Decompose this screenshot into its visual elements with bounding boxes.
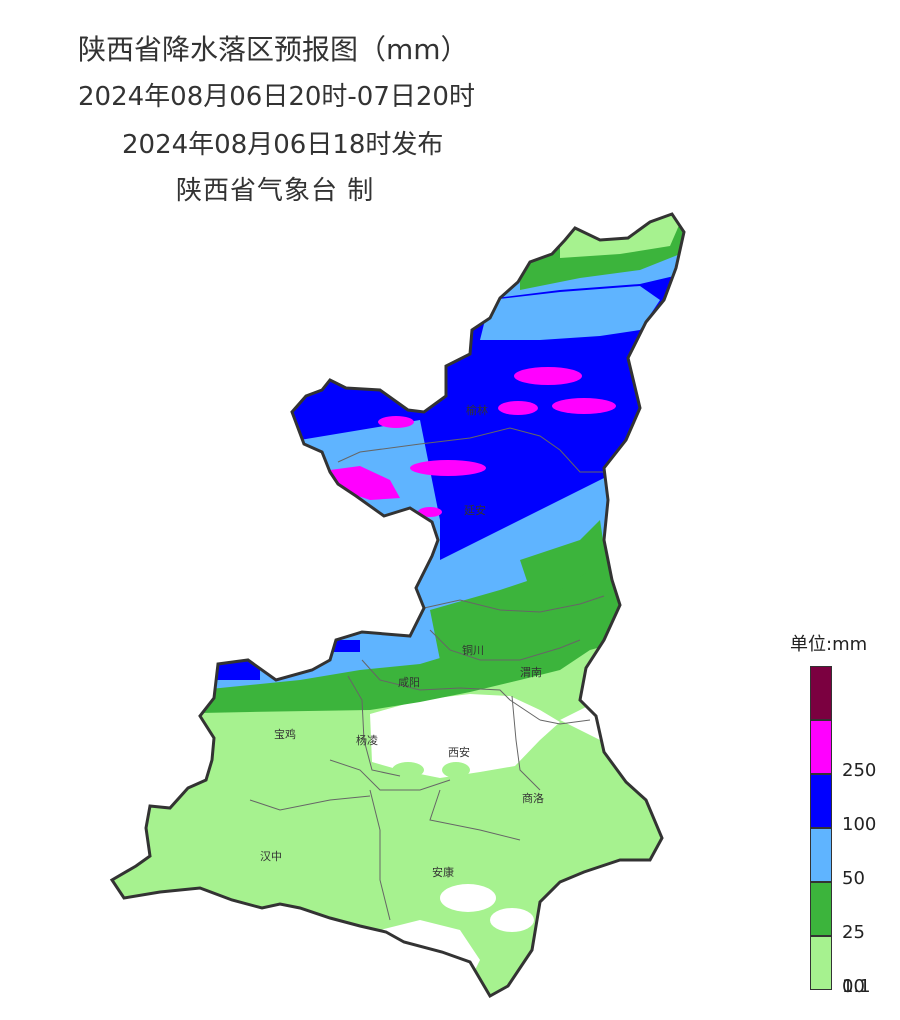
forecast-period: 2024年08月06日20时-07日20时	[78, 82, 475, 112]
legend-swatch	[810, 828, 832, 882]
city-label-xianyang: 咸阳	[398, 676, 420, 689]
city-label-baoji: 宝鸡	[274, 727, 296, 741]
legend-label-min: 0.1	[842, 976, 871, 997]
issue-time: 2024年08月06日18时发布	[122, 130, 444, 160]
legend-label: 10	[842, 976, 865, 997]
legend-label: 25	[842, 922, 865, 943]
city-boundaries	[249, 427, 605, 921]
legend-swatch	[810, 774, 832, 828]
legend-swatch	[810, 666, 832, 720]
rainfall-bands	[112, 214, 684, 996]
city-label-weinan: 渭南	[520, 666, 542, 679]
legend-unit: 单位:mm	[790, 634, 868, 655]
city-label-hanzhong: 汉中	[260, 850, 282, 863]
legend-label: 100	[842, 814, 877, 835]
city-labels: 榆林 延安 铜川 渭南 咸阳 宝鸡 杨凌 西安 商洛 汉中 安康	[260, 403, 544, 879]
city-label-yangling: 杨凌	[356, 733, 378, 747]
city-label-shangluo: 商洛	[522, 791, 544, 805]
city-label-tongchuan: 铜川	[462, 643, 484, 657]
map-title: 陕西省降水落区预报图（mm）	[78, 33, 469, 66]
legend-swatch	[810, 720, 832, 774]
city-label-yanan: 延安	[464, 503, 486, 517]
legend-label: 50	[842, 868, 865, 889]
city-label-yulin: 榆林	[466, 403, 488, 417]
province-outline	[109, 212, 686, 999]
legend-swatch	[810, 882, 832, 936]
city-label-xian: 西安	[448, 745, 470, 759]
city-label-ankang: 安康	[432, 865, 454, 879]
legend-label: 250	[842, 760, 877, 781]
legend-swatch	[810, 936, 832, 990]
issuer: 陕西省气象台 制	[176, 176, 375, 206]
